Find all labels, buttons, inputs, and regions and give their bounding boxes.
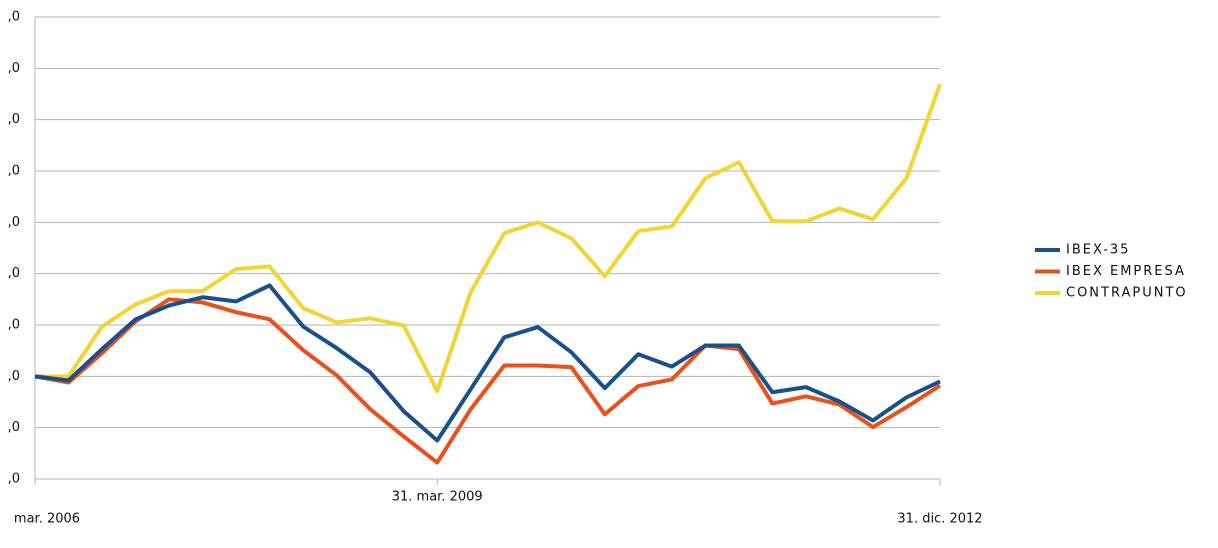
y-tick-label: ,0 [8, 266, 20, 281]
y-tick-label: ,0 [8, 112, 20, 127]
y-tick-label: ,0 [8, 472, 20, 487]
y-tick-label: ,0 [8, 215, 20, 230]
x-tick-label: mar. 2006 [14, 512, 80, 527]
legend-label: IBEX-35 [1066, 243, 1130, 258]
y-tick-label: ,0 [8, 164, 20, 179]
series-line [34, 283, 941, 443]
series-line [34, 297, 942, 465]
legend-label: CONTRAPUNTO [1066, 286, 1188, 301]
y-tick-label: ,0 [8, 318, 20, 333]
x-tick-label: 31. mar. 2009 [392, 490, 483, 505]
legend-label: IBEX EMPRESA [1066, 264, 1186, 279]
y-tick-label: ,0 [8, 369, 20, 384]
x-tick-label: 31. dic. 2012 [897, 512, 982, 527]
y-tick-label: ,0 [8, 10, 20, 25]
y-tick-label: ,0 [8, 420, 20, 435]
y-tick-label: ,0 [8, 61, 20, 76]
series-line [35, 83, 942, 394]
